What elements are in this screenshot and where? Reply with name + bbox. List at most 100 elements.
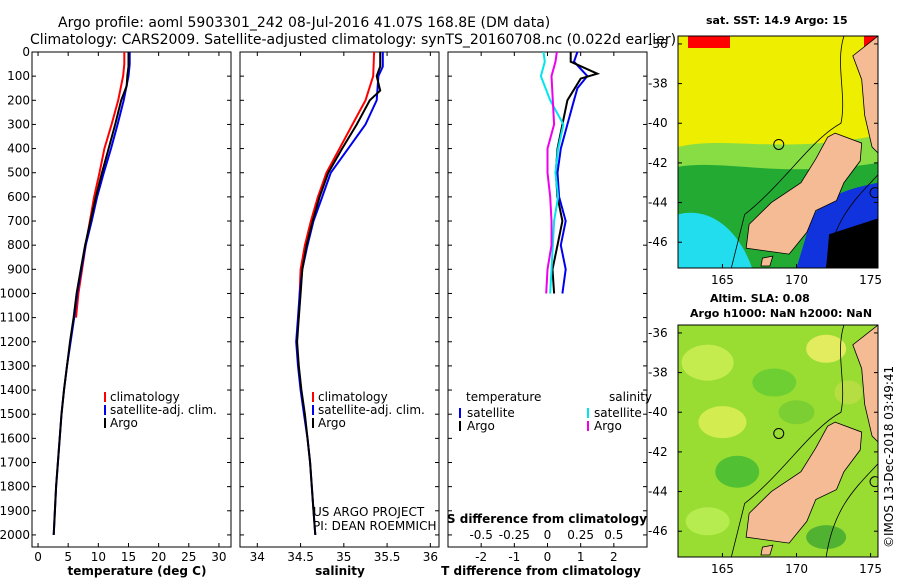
y-tick-label: 2000 — [0, 528, 30, 542]
depth-contour — [730, 325, 845, 557]
x-tick-label: 25 — [181, 550, 196, 564]
y-tick-label: 200 — [7, 93, 30, 107]
pi-label: PI: DEAN ROEMMICH — [313, 519, 436, 533]
x2-axis-label: S difference from climatology — [447, 512, 647, 526]
x-tick-label: -2 — [475, 550, 487, 564]
x-tick-label: 30 — [211, 550, 226, 564]
difference-panel: -2 -1 0 1 2T difference from climatology temp… — [441, 51, 652, 578]
map-lat-label: -42 — [648, 445, 668, 459]
x-tick-label: 5 — [64, 550, 72, 564]
map-lon-label: 175 — [859, 273, 882, 287]
y-tick-label: 300 — [7, 117, 30, 131]
plot-frame — [31, 51, 232, 548]
argo-location-marker — [773, 138, 785, 150]
x-tick-label: 36 — [423, 550, 438, 564]
sst-map: -36 -38 -40 -42 -44 -46 165 170 175 — [648, 35, 882, 287]
map-lat-label: -40 — [648, 116, 668, 130]
x-tick-label: 2 — [610, 550, 618, 564]
sla-anomaly-blob — [715, 455, 760, 488]
x2-tick-label: 0.25 — [567, 528, 594, 542]
y-tick-label: 1900 — [0, 504, 30, 518]
x-axis-label: salinity — [315, 564, 365, 578]
y-tick-label: 500 — [7, 166, 30, 180]
legend-entry: climatology — [318, 390, 388, 404]
satellite-line — [52, 52, 131, 535]
map-lat-label: -36 — [648, 37, 668, 51]
sst-map-title: sat. SST: 14.9 Argo: 15 — [706, 14, 848, 27]
map-lat-label: -46 — [648, 524, 668, 538]
sla-anomaly-blob — [685, 507, 730, 536]
y-tick-label: 600 — [7, 190, 30, 204]
argo-line — [52, 52, 130, 535]
argo-location-marker — [869, 187, 878, 199]
map-lon-label: 170 — [785, 273, 808, 287]
project-label: US ARGO PROJECT — [313, 505, 425, 519]
legend-title: temperature — [466, 390, 541, 404]
sla-map-title: Altim. SLA: 0.08 — [710, 292, 810, 305]
map-frame — [677, 35, 879, 269]
y-tick-label: 700 — [7, 214, 30, 228]
y-tick-label: 1300 — [0, 359, 30, 373]
plot-frame — [447, 51, 648, 548]
legend-entry: satellite-adj. clim. — [318, 403, 425, 417]
map-lat-label: -36 — [648, 326, 668, 340]
y-tick-label: 800 — [7, 238, 30, 252]
x-tick-label: 0 — [544, 550, 552, 564]
map-lat-label: -38 — [648, 77, 668, 91]
map-lat-label: -40 — [648, 405, 668, 419]
temperature-Argo-line — [551, 52, 601, 294]
map-body — [678, 36, 878, 268]
sla-anomaly-blob — [752, 368, 797, 397]
legend-entry: satellite — [594, 406, 642, 420]
legend-entry: satellite-adj. clim. — [110, 403, 217, 417]
x2-tick-label: -0.5 — [469, 528, 492, 542]
salinity-panel: 34 34.5 35 35.5 36 salinity climatologysatelli… — [239, 51, 440, 578]
depth-contour — [730, 36, 845, 268]
y-tick-label: 100 — [7, 69, 30, 83]
map-lon-label: 165 — [711, 273, 734, 287]
map-lat-label: -44 — [648, 196, 668, 210]
y-tick-label: 1600 — [0, 431, 30, 445]
x2-tick-label: -0.25 — [499, 528, 530, 542]
x2-tick-label: 0 — [544, 528, 552, 542]
sla-anomaly-blob — [698, 406, 747, 439]
climatology-line — [297, 51, 376, 318]
y-tick-label: 1700 — [0, 455, 30, 469]
sla-map: -36 -38 -40 -42 -44 -46 165 170 175 — [648, 324, 882, 576]
sla-anomaly-blob — [778, 400, 815, 425]
x2-tick-label: 0.5 — [604, 528, 623, 542]
argo-line — [296, 52, 382, 535]
temperature-satellite-line — [556, 51, 589, 294]
stewart-island — [760, 255, 774, 267]
y-tick-label: 1400 — [0, 383, 30, 397]
sst-cyan-field — [678, 212, 753, 268]
x-tick-label: -1 — [508, 550, 520, 564]
legend-title: salinity — [609, 390, 652, 404]
sst-hot-patch — [688, 36, 730, 48]
y-tick-label: 1500 — [0, 407, 30, 421]
plot-frame — [239, 51, 440, 548]
y-tick-label: 1000 — [0, 286, 30, 300]
legend-entry: Argo — [318, 416, 346, 430]
map-lat-label: -46 — [648, 235, 668, 249]
sla-map-subtitle: Argo h1000: NaN h2000: NaN — [690, 307, 872, 320]
x-tick-label: 15 — [121, 550, 136, 564]
salinity-Argo-line — [545, 51, 558, 294]
y-tick-label: 1800 — [0, 480, 30, 494]
salinity-satellite-line — [539, 51, 565, 294]
map-lon-label: 165 — [711, 562, 734, 576]
legend-entry: Argo — [467, 419, 495, 433]
map-lon-label: 175 — [859, 562, 882, 576]
map-lat-label: -42 — [648, 156, 668, 170]
figure-title-line1: Argo profile: aoml 5903301_242 08-Jul-20… — [58, 15, 550, 31]
argo-location-marker — [773, 427, 785, 439]
x-tick-label: 34 — [250, 550, 265, 564]
new-zealand-land — [745, 36, 878, 255]
map-body — [678, 325, 878, 557]
x-tick-label: 34.5 — [287, 550, 314, 564]
depth-contour — [825, 463, 878, 557]
map-frame — [677, 324, 879, 558]
x-tick-label: 1 — [577, 550, 585, 564]
x-tick-label: 35 — [336, 550, 351, 564]
